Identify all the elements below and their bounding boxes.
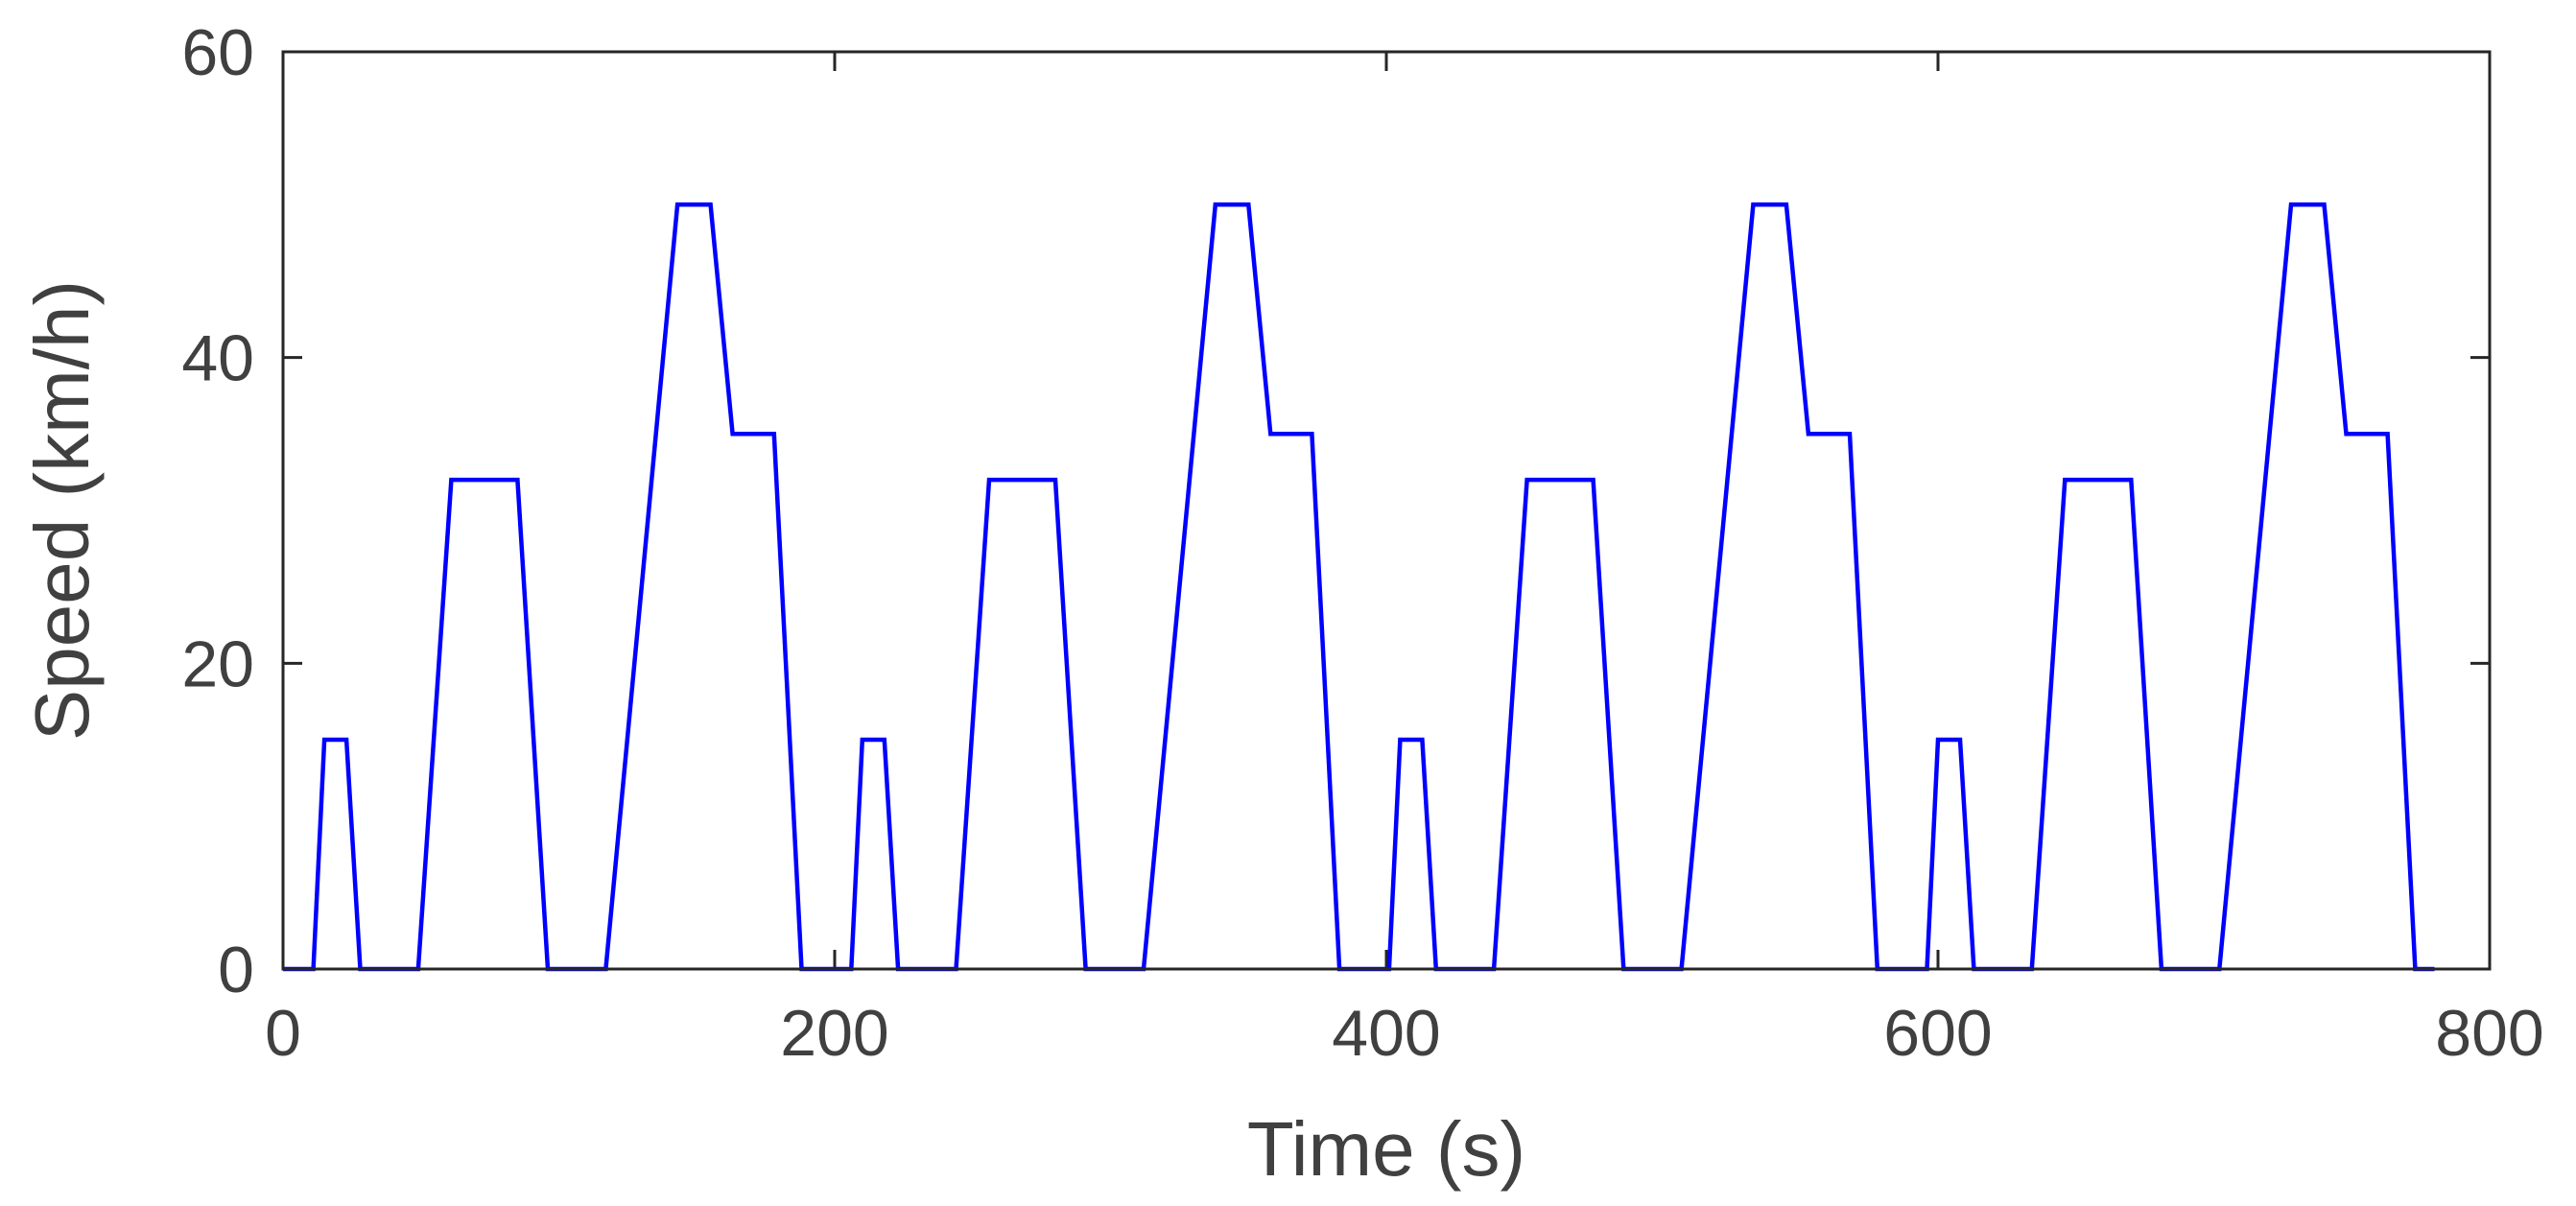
x-tick-label: 0 [265,997,301,1070]
y-axis-label: Speed (km/h) [19,280,105,741]
x-tick-label: 600 [1883,997,1992,1070]
x-tick-label: 400 [1332,997,1440,1070]
y-tick-label: 20 [181,627,254,700]
tick-labels: 0 200 400 600 800 0 20 40 60 [181,16,2543,1070]
y-tick-label: 0 [218,934,254,1006]
y-tick-label: 40 [181,322,254,395]
x-tick-label: 800 [2435,997,2543,1070]
x-axis-label: Time (s) [1247,1106,1525,1192]
y-tick-label: 60 [181,16,254,89]
x-tick-label: 200 [780,997,888,1070]
plot-area-frame [281,50,2492,971]
